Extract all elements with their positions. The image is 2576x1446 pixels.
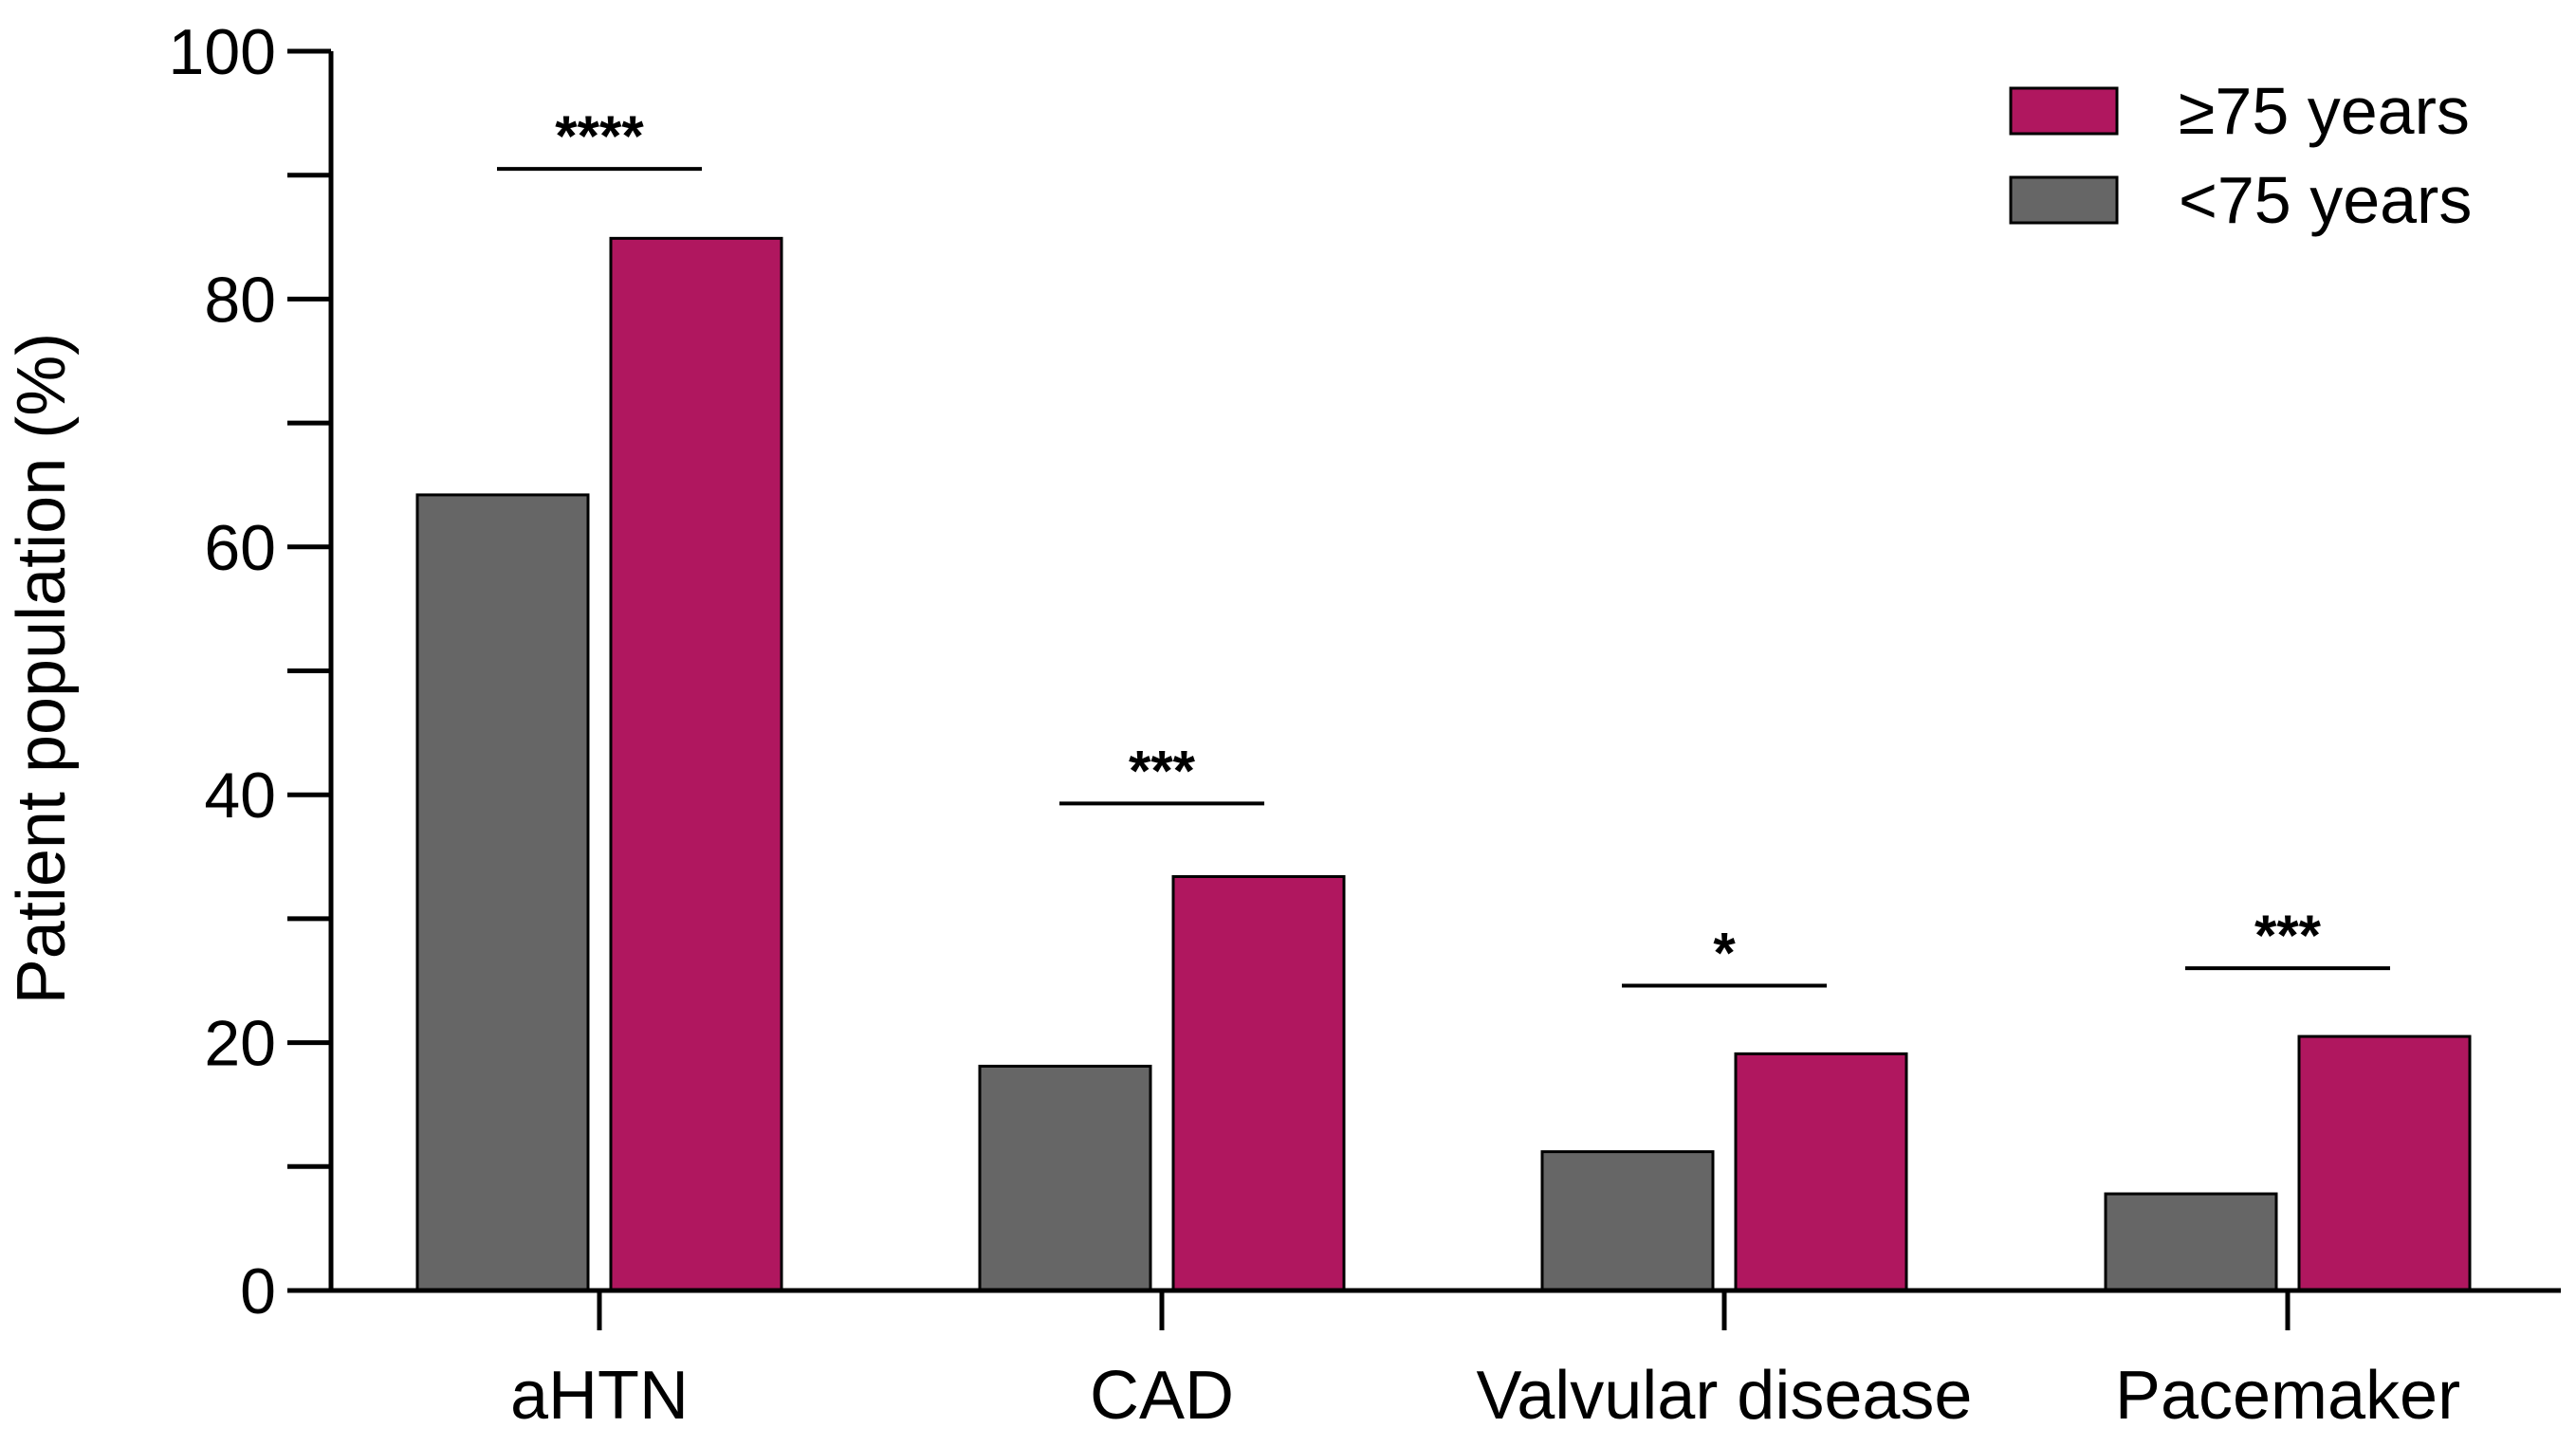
y-tick-label-60: 60 [204, 512, 276, 584]
legend-swatch-under-75 [2009, 175, 2119, 225]
bar-ahtn-under-75 [415, 493, 590, 1292]
bars-layer [415, 236, 2472, 1292]
legend-label-75-plus: ≥75 years [2179, 74, 2470, 148]
y-tick-label-80: 80 [204, 264, 276, 336]
significance-label-ahtn: **** [555, 104, 644, 168]
y-tick-label-0: 0 [240, 1255, 276, 1327]
y-tick-label-40: 40 [204, 760, 276, 832]
bar-valvular-disease-75-plus [1734, 1052, 1908, 1292]
y-axis-label: Patient population (%) [4, 333, 80, 1004]
legend-label-under-75: <75 years [2179, 163, 2472, 237]
x-tick-label-valvular-disease: Valvular disease [1477, 1358, 1973, 1434]
y-tick-label-20: 20 [204, 1008, 276, 1080]
x-tick-label-cad: CAD [1090, 1358, 1234, 1434]
legend-swatch-75-plus [2009, 86, 2119, 136]
bar-cad-75-plus [1171, 874, 1346, 1292]
legend: ≥75 years <75 years [2009, 74, 2472, 237]
significance-label-pacemaker: *** [2254, 904, 2322, 967]
axes-layer: 0 20 40 60 80 100 aHTN CAD Valvular disease Pacem… [169, 16, 2561, 1434]
significance-label-valvular-disease: * [1713, 921, 1736, 984]
bar-pacemaker-75-plus [2297, 1034, 2472, 1292]
significance-layer: ******** *** [497, 104, 2390, 988]
bar-pacemaker-under-75 [2104, 1192, 2278, 1292]
bar-cad-under-75 [978, 1064, 1152, 1292]
bar-ahtn-75-plus [609, 236, 783, 1292]
x-tick-label-ahtn: aHTN [510, 1358, 689, 1434]
x-tick-label-pacemaker: Pacemaker [2115, 1358, 2460, 1434]
significance-label-cad: *** [1129, 739, 1196, 802]
y-tick-label-100: 100 [169, 16, 276, 88]
bar-valvular-disease-under-75 [1540, 1150, 1715, 1292]
